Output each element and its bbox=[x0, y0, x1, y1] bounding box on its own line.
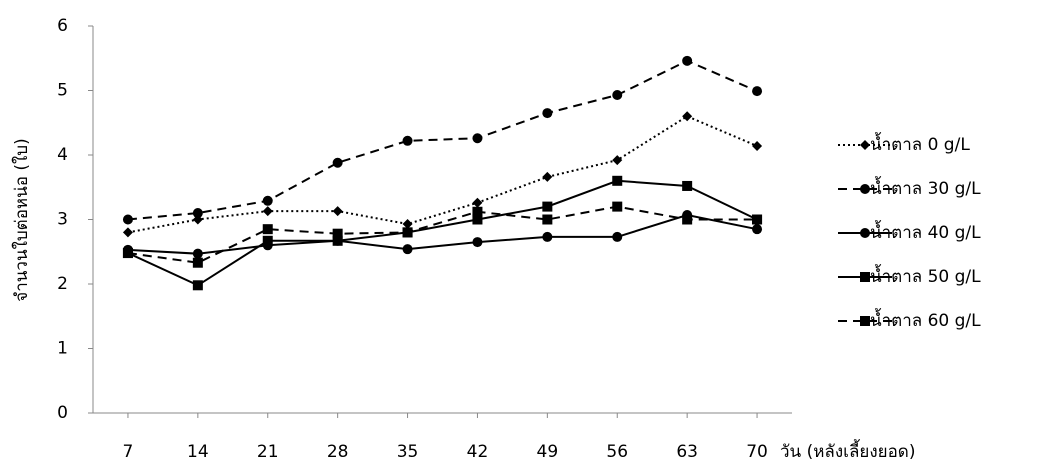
x-tick-label: 49 bbox=[537, 442, 559, 462]
data-point bbox=[262, 206, 273, 217]
data-point bbox=[542, 214, 553, 225]
x-tick-label: 28 bbox=[327, 442, 349, 462]
data-point bbox=[472, 206, 483, 217]
x-tick-label: 35 bbox=[397, 442, 419, 462]
data-point bbox=[332, 235, 343, 246]
series-line bbox=[127, 59, 758, 221]
legend-marker bbox=[860, 140, 870, 150]
y-tick-label: 4 bbox=[57, 145, 68, 165]
data-point bbox=[402, 227, 413, 238]
legend-label: น้ำตาล 40 g/L bbox=[870, 220, 981, 243]
y-tick-label: 3 bbox=[57, 210, 68, 230]
y-tick-label: 0 bbox=[57, 403, 68, 423]
legend-label: น้ำตาล 60 g/L bbox=[870, 308, 981, 331]
data-point bbox=[752, 86, 763, 97]
data-point bbox=[402, 244, 413, 255]
y-tick-label: 5 bbox=[57, 81, 68, 101]
legend-label: น้ำตาล 0 g/L bbox=[870, 132, 970, 155]
series-line bbox=[127, 205, 758, 264]
data-point bbox=[402, 219, 413, 230]
legend-marker bbox=[860, 228, 870, 238]
data-point bbox=[332, 206, 343, 217]
y-axis-label: จำนวนใบต่อหน่อ (ใบ) bbox=[11, 138, 32, 301]
y-tick-label: 2 bbox=[57, 274, 68, 294]
x-axis-label: วัน (หลังเลี้ยงยอด) bbox=[780, 439, 915, 462]
data-point bbox=[752, 140, 763, 151]
series-line bbox=[127, 115, 758, 234]
x-tick-label: 56 bbox=[606, 442, 628, 462]
data-point bbox=[542, 171, 553, 182]
data-point bbox=[402, 135, 413, 146]
data-point bbox=[262, 235, 273, 246]
y-tick-label: 1 bbox=[57, 339, 68, 359]
data-point bbox=[472, 214, 483, 225]
legend-marker bbox=[860, 184, 870, 194]
x-tick-label: 7 bbox=[123, 442, 134, 462]
data-point bbox=[612, 90, 623, 101]
data-point bbox=[752, 214, 763, 225]
data-point bbox=[682, 111, 693, 122]
data-point bbox=[192, 208, 203, 219]
x-tick-label: 14 bbox=[187, 442, 209, 462]
data-point bbox=[682, 180, 693, 191]
y-tick-label: 6 bbox=[57, 16, 68, 36]
data-point bbox=[472, 133, 483, 144]
data-point bbox=[192, 257, 203, 268]
data-point bbox=[122, 248, 133, 259]
legend-marker bbox=[860, 316, 870, 326]
legend-label: น้ำตาล 30 g/L bbox=[870, 176, 981, 199]
legend-marker bbox=[860, 272, 870, 282]
data-point bbox=[192, 280, 203, 291]
x-tick-label: 63 bbox=[676, 442, 698, 462]
data-point bbox=[612, 155, 623, 166]
x-tick-label: 42 bbox=[467, 442, 489, 462]
data-point bbox=[612, 231, 623, 242]
data-point bbox=[472, 237, 483, 248]
data-point bbox=[332, 228, 343, 239]
series-line bbox=[127, 213, 758, 255]
data-point bbox=[122, 227, 133, 238]
series-line bbox=[127, 179, 758, 287]
data-point bbox=[542, 108, 553, 119]
data-point bbox=[612, 201, 623, 212]
x-tick-label: 21 bbox=[257, 442, 279, 462]
data-point bbox=[122, 214, 133, 225]
data-point bbox=[542, 201, 553, 212]
data-point bbox=[682, 214, 693, 225]
data-point bbox=[192, 248, 203, 259]
data-point bbox=[752, 224, 763, 235]
data-point bbox=[262, 224, 273, 235]
data-point bbox=[542, 231, 553, 242]
legend-label: น้ำตาล 50 g/L bbox=[870, 264, 981, 287]
x-tick-label: 70 bbox=[746, 442, 768, 462]
data-point bbox=[262, 195, 273, 206]
data-point bbox=[332, 157, 343, 168]
data-point bbox=[472, 197, 483, 208]
data-point bbox=[612, 175, 623, 186]
data-point bbox=[682, 55, 693, 66]
